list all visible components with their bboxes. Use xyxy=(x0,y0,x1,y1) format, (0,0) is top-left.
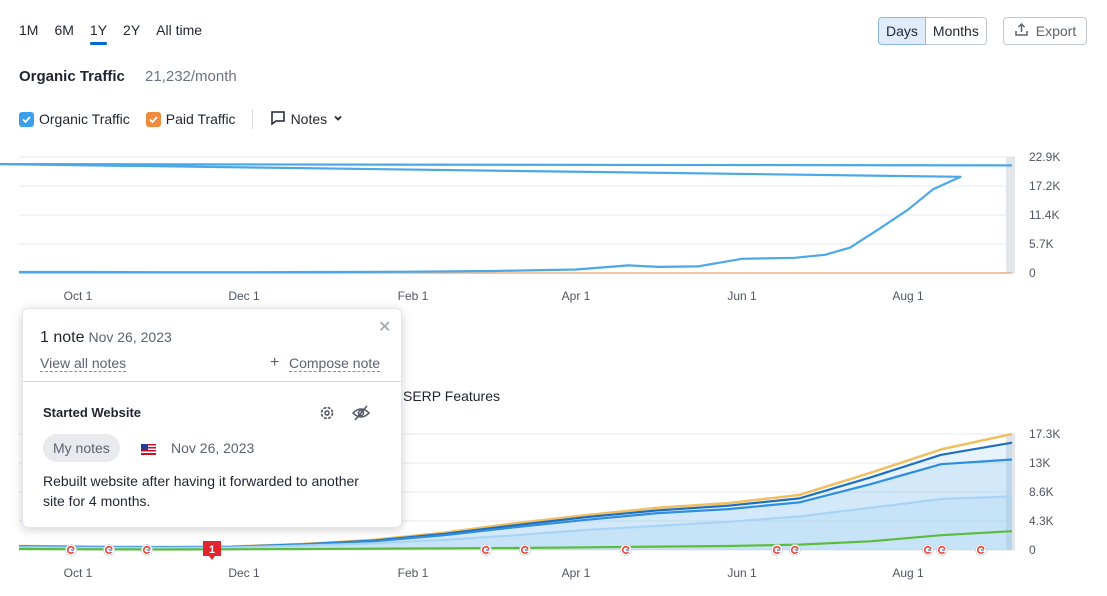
series-line xyxy=(18,530,1013,551)
google-update-icon xyxy=(103,544,115,556)
x-tick-label: Oct 1 xyxy=(64,289,93,303)
google-update-icon xyxy=(65,544,77,556)
google-update-icon xyxy=(975,544,987,556)
y-tick-label: 11.4K xyxy=(1029,208,1059,222)
legend-organic-traffic[interactable]: Organic Traffic xyxy=(19,111,130,127)
x-tick-label: Feb 1 xyxy=(398,289,429,303)
range-tab-all-time[interactable]: All time xyxy=(156,22,203,38)
note-count: 1 note xyxy=(40,329,85,346)
x-tick-label: Feb 1 xyxy=(398,566,429,580)
x-tick-label: Dec 1 xyxy=(228,566,260,580)
notes-label: Notes xyxy=(290,111,328,127)
popup-divider xyxy=(23,381,401,382)
organic-traffic-line xyxy=(0,163,1013,274)
view-all-notes-link[interactable]: View all notes xyxy=(40,355,127,372)
series-area xyxy=(19,496,1012,550)
y-tick-label: 4.3K xyxy=(1029,514,1054,528)
x-tick-label: Dec 1 xyxy=(228,289,260,303)
export-button[interactable]: Export xyxy=(1003,17,1087,45)
note-marker: 1 xyxy=(203,541,221,560)
current-period-shade xyxy=(1006,157,1015,273)
y-tick-label: 13K xyxy=(1029,456,1050,470)
x-tick-label: Aug 1 xyxy=(892,289,924,303)
legend-paid-traffic[interactable]: Paid Traffic xyxy=(145,111,236,127)
y-tick-label: 22.9K xyxy=(1029,150,1060,164)
note-title: Started Website xyxy=(43,405,142,420)
legend-paid-label: Paid Traffic xyxy=(165,111,236,127)
y-tick-label: 17.2K xyxy=(1029,179,1060,193)
plus-icon: + xyxy=(270,354,280,371)
checkbox-icon xyxy=(19,111,34,127)
range-tab-6m[interactable]: 6M xyxy=(54,22,74,38)
current-period-shade xyxy=(1006,434,1015,550)
date-range-tabs: 1M 6M 1Y 2Y All time xyxy=(19,22,218,45)
x-tick-label: Aug 1 xyxy=(892,566,924,580)
organic-traffic-chart: 0 5.7K 11.4K 17.2K 22.9K Oct 1 Dec 1 Feb 1 Apr 1… xyxy=(0,150,1060,303)
popup-header: 1 note Nov 26, 2023 xyxy=(40,329,172,347)
note-popup: 1 note Nov 26, 2023 ✕ View all notes + Co… xyxy=(22,308,402,528)
popup-date: Nov 26, 2023 xyxy=(88,329,172,345)
x-tick-label: Jun 1 xyxy=(727,289,757,303)
series-line xyxy=(18,495,1013,549)
google-update-icon xyxy=(936,544,948,556)
export-label: Export xyxy=(1035,23,1077,39)
series-area xyxy=(19,459,1012,550)
google-update-icon xyxy=(789,544,801,556)
compose-note-link[interactable]: Compose note xyxy=(289,355,381,372)
y-tick-label: 5.7K xyxy=(1029,237,1054,251)
y-tick-label: 17.3K xyxy=(1029,427,1060,441)
x-tick-label: Jun 1 xyxy=(727,566,757,580)
legend-organic-label: Organic Traffic xyxy=(39,111,130,127)
range-tab-1m[interactable]: 1M xyxy=(19,22,39,38)
svg-text:1: 1 xyxy=(209,544,215,556)
google-update-icon xyxy=(480,544,492,556)
google-update-icon xyxy=(620,544,632,556)
range-tab-2y[interactable]: 2Y xyxy=(123,22,141,38)
section-title: Organic Traffic xyxy=(19,68,125,85)
y-tick-label: 0 xyxy=(1029,266,1036,280)
checkbox-icon xyxy=(145,111,161,127)
y-tick-label: 0 xyxy=(1029,543,1036,557)
close-icon[interactable]: ✕ xyxy=(378,319,392,336)
x-tick-label: Apr 1 xyxy=(562,566,591,580)
section-value: 21,232/month xyxy=(145,68,237,85)
legend-serp-features[interactable]: SERP Features xyxy=(403,388,501,404)
us-flag-icon xyxy=(141,442,156,460)
x-tick-label: Oct 1 xyxy=(64,566,93,580)
chevron-down-icon xyxy=(332,111,344,127)
note-tag: My notes xyxy=(43,434,120,462)
notes-dropdown[interactable]: Notes xyxy=(270,110,345,129)
y-tick-label: 8.6K xyxy=(1029,485,1054,499)
series-area xyxy=(19,442,1012,550)
google-update-icon xyxy=(519,544,531,556)
granularity-toggle: Days Months xyxy=(878,17,987,45)
legend-divider xyxy=(251,109,253,129)
chart-legend: Organic Traffic Paid Traffic Notes xyxy=(19,109,344,129)
range-tab-1y[interactable]: 1Y xyxy=(89,22,108,45)
google-update-icon xyxy=(141,544,153,556)
note-text: Rebuilt website after having it forwarde… xyxy=(43,473,359,509)
note-icon xyxy=(270,110,286,129)
days-button[interactable]: Days xyxy=(878,17,926,45)
hide-icon[interactable] xyxy=(351,404,371,427)
x-tick-label: Apr 1 xyxy=(562,289,591,303)
note-date: Nov 26, 2023 xyxy=(171,440,255,456)
google-update-icon xyxy=(922,544,934,556)
gear-icon[interactable] xyxy=(318,404,336,427)
months-button[interactable]: Months xyxy=(925,17,987,45)
upload-icon xyxy=(1014,22,1029,40)
google-update-icon xyxy=(771,544,783,556)
